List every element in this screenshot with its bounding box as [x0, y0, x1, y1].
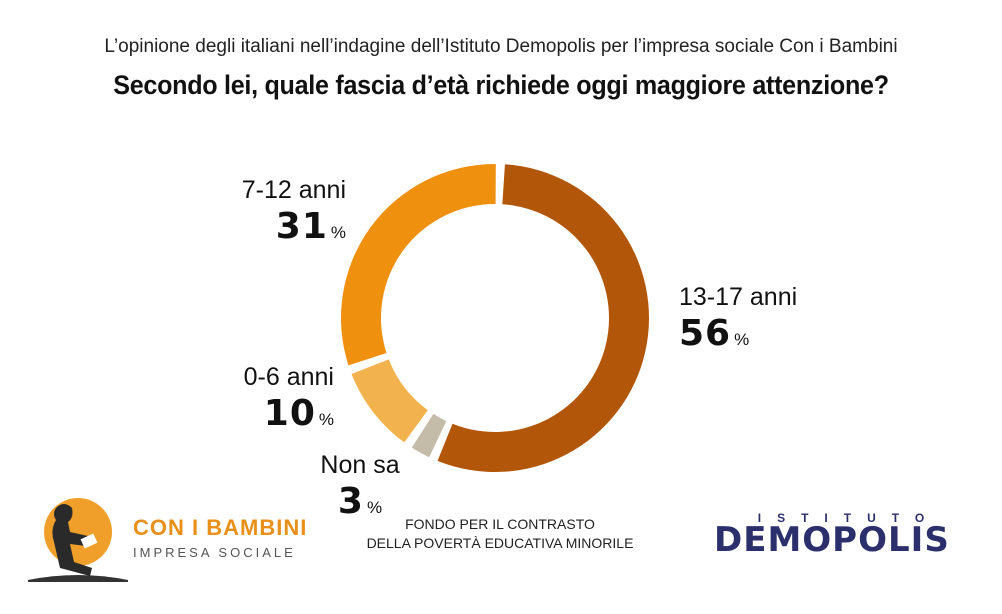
- fondo-text: FONDO PER IL CONTRASTO DELLA POVERTÀ EDU…: [340, 515, 660, 553]
- con-i-bambini-logo-icon: [28, 490, 128, 587]
- donut-slice-7-12-anni: [341, 163, 496, 366]
- chart-title: Secondo lei, quale fascia d’età richiede…: [113, 70, 889, 100]
- label-7-12-unit: %: [330, 223, 346, 242]
- label-0-6-category: 0-6 anni: [243, 363, 334, 391]
- demopolis-logo: DEMOPOLIS: [714, 520, 950, 560]
- label-13-17-unit: %: [734, 330, 750, 349]
- chart-subtitle: L’opinione degli italiani nell’indagine …: [104, 36, 898, 57]
- label-7-12-value: 31: [275, 206, 328, 247]
- con-i-bambini-name: CON I BAMBINI: [133, 515, 308, 540]
- donut-slice-0-6-anni: [351, 359, 428, 443]
- fondo-line-1: FONDO PER IL CONTRASTO: [405, 516, 595, 532]
- label-7-12-category: 7-12 anni: [241, 176, 346, 204]
- con-i-bambini-logo: CON I BAMBINI IMPRESA SOCIALE: [133, 515, 307, 560]
- label-non-sa: Non sa 3%: [312, 451, 408, 520]
- con-i-bambini-sub: IMPRESA SOCIALE: [133, 545, 296, 560]
- label-non-sa-value: 3: [337, 481, 364, 522]
- label-13-17-category: 13-17 anni: [679, 283, 798, 311]
- donut-slice-13-17-anni: [437, 164, 649, 473]
- label-non-sa-category: Non sa: [320, 451, 400, 479]
- donut-slice-non-sa: [411, 413, 447, 458]
- label-13-17-value: 56: [679, 313, 732, 354]
- label-0-6-value: 10: [263, 393, 316, 434]
- demopolis-istituto: ISTITUTO: [757, 511, 941, 525]
- label-non-sa-unit: %: [366, 498, 383, 517]
- label-0-6-unit: %: [318, 410, 334, 429]
- fondo-line-2: DELLA POVERTÀ EDUCATIVA MINORILE: [366, 535, 634, 551]
- label-0-6: 0-6 anni 10%: [206, 363, 334, 432]
- label-13-17: 13-17 anni 56%: [679, 283, 797, 352]
- label-7-12: 7-12 anni 31%: [218, 176, 346, 245]
